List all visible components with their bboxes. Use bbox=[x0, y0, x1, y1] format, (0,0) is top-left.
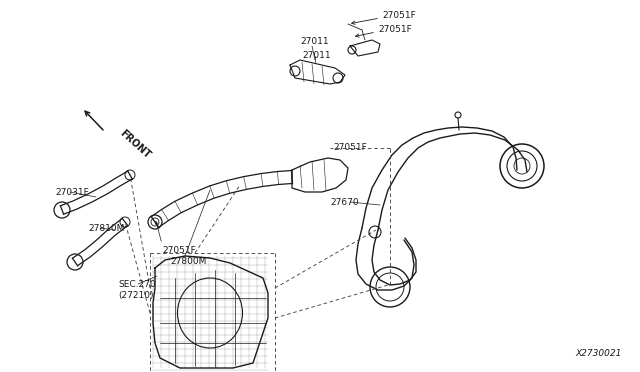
Text: 27011: 27011 bbox=[302, 51, 331, 61]
Text: 27051F: 27051F bbox=[382, 12, 416, 20]
Text: 27051F: 27051F bbox=[162, 246, 196, 255]
Text: FRONT: FRONT bbox=[118, 128, 152, 160]
Text: 27051F: 27051F bbox=[333, 142, 367, 151]
Text: 27810M: 27810M bbox=[88, 224, 124, 233]
Text: 27031F: 27031F bbox=[55, 188, 89, 197]
Text: 27800M: 27800M bbox=[170, 257, 206, 266]
Text: 27051F: 27051F bbox=[378, 26, 412, 35]
Text: 27011: 27011 bbox=[300, 38, 328, 46]
Text: X2730021: X2730021 bbox=[575, 349, 622, 358]
Text: 27670: 27670 bbox=[330, 198, 358, 207]
Text: SEC.270
(27210): SEC.270 (27210) bbox=[118, 280, 156, 300]
